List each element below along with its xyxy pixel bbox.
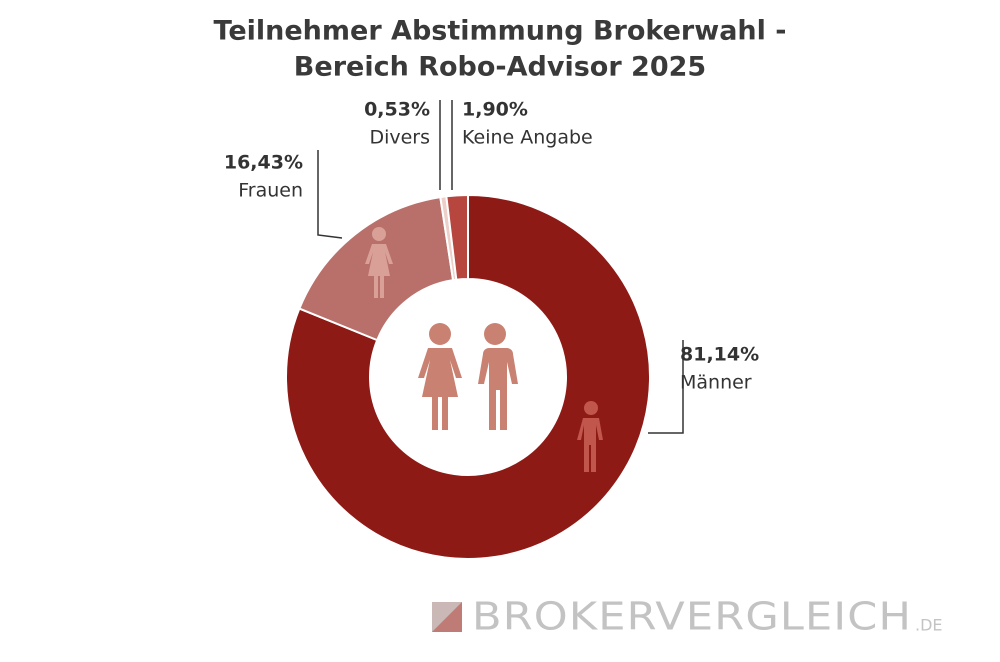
- value-label: 0,53%: [364, 99, 430, 121]
- leader-line: [648, 340, 684, 434]
- leader-line: [317, 150, 343, 239]
- watermark-text: BROKERVERGLEICH: [472, 595, 912, 639]
- icon-frauen: [365, 227, 393, 298]
- donut-segment: [445, 193, 469, 281]
- watermark: BROKERVERGLEICH .DE: [432, 595, 943, 639]
- chart-title: Teilnehmer Abstimmung Brokerwahl -: [213, 16, 786, 47]
- center-icons: [418, 323, 518, 430]
- donut: [285, 193, 651, 560]
- category-label: Frauen: [238, 180, 303, 202]
- chart-title: Bereich Robo-Advisor 2025: [294, 52, 706, 83]
- category-label: Divers: [369, 127, 430, 149]
- icon-maenner: [577, 401, 603, 472]
- watermark-suffix: .DE: [915, 616, 943, 635]
- category-label: Männer: [680, 372, 752, 394]
- donut-segment: [285, 193, 651, 560]
- value-label: 81,14%: [680, 344, 759, 366]
- value-label: 1,90%: [462, 99, 528, 121]
- value-label: 16,43%: [224, 152, 303, 174]
- category-label: Keine Angabe: [462, 127, 593, 149]
